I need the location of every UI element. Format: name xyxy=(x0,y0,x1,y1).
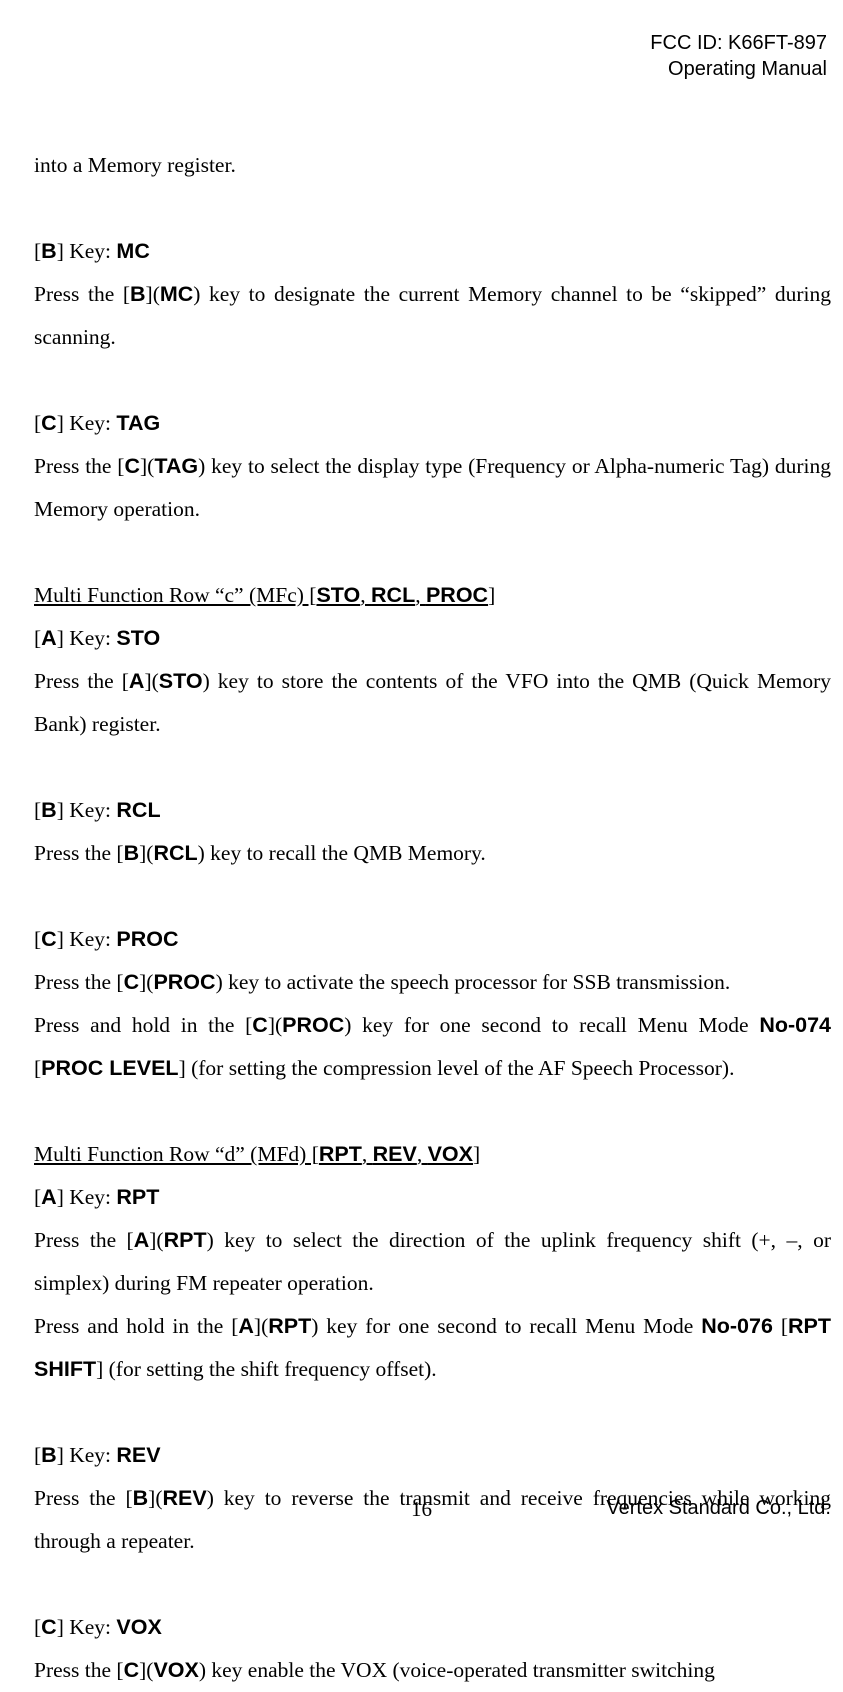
vox-key-heading: [C] Key: VOX xyxy=(34,1606,831,1649)
company-name: Vertex Standard Co., Ltd. xyxy=(606,1497,831,1520)
b-key-heading: [B] Key: MC xyxy=(34,230,831,273)
mfc-heading: Multi Function Row “c” (MFc) [STO, RCL, … xyxy=(34,574,831,617)
intro-line: into a Memory register. xyxy=(34,144,831,187)
sto-key-desc: Press the [A](STO) key to store the cont… xyxy=(34,660,831,746)
mfd-heading: Multi Function Row “d” (MFd) [RPT, REV, … xyxy=(34,1133,831,1176)
vox-key-desc: Press the [C](VOX) key enable the VOX (v… xyxy=(34,1649,831,1692)
rev-key-heading: [B] Key: REV xyxy=(34,1434,831,1477)
sto-key-heading: [A] Key: STO xyxy=(34,617,831,660)
manual-title: Operating Manual xyxy=(34,56,827,82)
rev-key-desc: Press the [B](REV) key to reverse the tr… xyxy=(34,1477,831,1563)
rcl-key-desc: Press the [B](RCL) key to recall the QMB… xyxy=(34,832,831,875)
body-content: into a Memory register. [B] Key: MC Pres… xyxy=(34,144,831,1692)
footer: 16 Vertex Standard Co., Ltd. xyxy=(0,1497,843,1520)
proc-key-desc1: Press the [C](PROC) key to activate the … xyxy=(34,961,831,1004)
rpt-key-desc2: Press and hold in the [A](RPT) key for o… xyxy=(34,1305,831,1391)
fcc-id: FCC ID: K66FT-897 xyxy=(34,30,827,56)
rpt-key-heading: [A] Key: RPT xyxy=(34,1176,831,1219)
c-key-heading: [C] Key: TAG xyxy=(34,402,831,445)
page-number: 16 xyxy=(411,1497,432,1522)
proc-key-desc2: Press and hold in the [C](PROC) key for … xyxy=(34,1004,831,1090)
b-key-desc: Press the [B](MC) key to designate the c… xyxy=(34,273,831,359)
header: FCC ID: K66FT-897 Operating Manual xyxy=(34,30,827,82)
rpt-key-desc1: Press the [A](RPT) key to select the dir… xyxy=(34,1219,831,1305)
rcl-key-heading: [B] Key: RCL xyxy=(34,789,831,832)
c-key-desc: Press the [C](TAG) key to select the dis… xyxy=(34,445,831,531)
proc-key-heading: [C] Key: PROC xyxy=(34,918,831,961)
